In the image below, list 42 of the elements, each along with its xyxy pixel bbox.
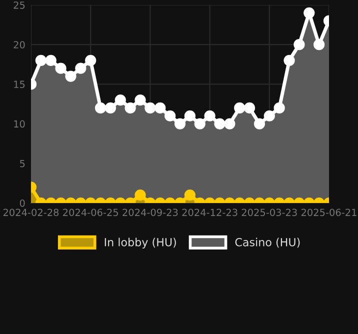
point — [204, 110, 216, 122]
point — [274, 102, 285, 114]
point — [55, 62, 66, 74]
x-tick-label: 2025-06-21 — [301, 208, 356, 216]
point — [184, 110, 196, 122]
point — [144, 102, 156, 114]
point — [244, 102, 256, 114]
y-tick-label: 15 — [14, 80, 25, 88]
x-tick-label: 2024-06-25 — [63, 208, 118, 216]
legend-label: In lobby (HU) — [104, 238, 176, 249]
point — [85, 54, 96, 66]
point — [114, 94, 126, 106]
point — [45, 54, 56, 66]
y-tick-label: 10 — [14, 120, 25, 128]
point — [134, 94, 146, 106]
point — [164, 110, 176, 122]
point — [104, 102, 116, 114]
y-tick-label: 5 — [20, 160, 25, 168]
y-tick-label: 0 — [20, 199, 25, 207]
x-tick-label: 2024-12-23 — [182, 208, 238, 216]
point — [124, 102, 136, 114]
point — [264, 110, 275, 122]
point — [174, 118, 186, 130]
x-tick-label: 2024-09-23 — [122, 208, 178, 216]
point — [94, 102, 106, 114]
point — [75, 62, 86, 74]
point — [65, 70, 76, 82]
point — [214, 118, 226, 130]
y-tick-label: 20 — [14, 41, 25, 48]
point — [194, 118, 206, 130]
point — [234, 102, 246, 114]
point — [314, 39, 325, 50]
point — [35, 54, 46, 66]
point — [254, 118, 266, 130]
x-tick-label: 2025-03-23 — [242, 208, 297, 216]
point — [294, 39, 305, 50]
y-tick-label: 25 — [14, 1, 25, 9]
x-tick-label: 2024-02-28 — [3, 208, 59, 216]
point — [154, 102, 166, 114]
point — [224, 118, 236, 130]
legend-label: Casino (HU) — [235, 238, 300, 248]
point — [284, 54, 295, 66]
